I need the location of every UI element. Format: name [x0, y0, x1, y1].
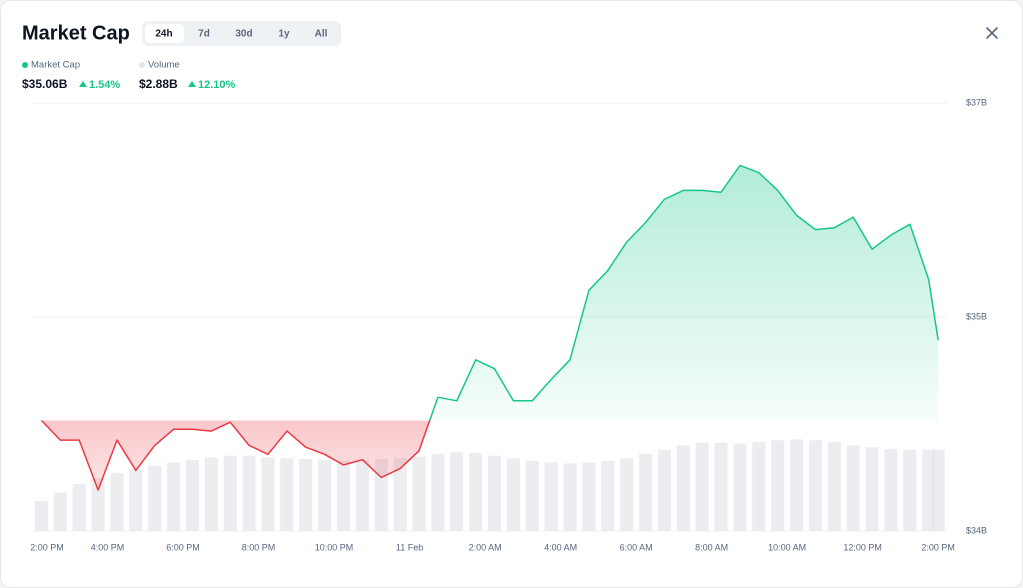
- volume-bar: [223, 455, 237, 531]
- plot: $34B $35B $37B 2:00 PM 4:00 PM 6:00 PM 8:00 PM…: [30, 97, 987, 552]
- volume-bar: [261, 457, 275, 531]
- volume-bar: [790, 439, 804, 531]
- volume-bar: [129, 469, 143, 531]
- volume-bar: [431, 453, 445, 531]
- x-tick-label: 10:00 AM: [768, 542, 806, 552]
- tab[interactable]: 30d: [235, 29, 252, 40]
- volume-bar: [469, 453, 483, 531]
- y-tick-label: $34B: [966, 525, 987, 535]
- volume-bar: [865, 447, 879, 531]
- x-tick-label: 2:00 AM: [469, 542, 502, 552]
- volume-bar: [355, 459, 369, 531]
- x-tick-label: 2:00 PM: [921, 542, 955, 552]
- volume-bar: [336, 460, 351, 531]
- tab[interactable]: 7d: [198, 29, 210, 40]
- volume-bar: [903, 449, 917, 531]
- volume-bar: [827, 441, 841, 531]
- x-tick-label: 6:00 AM: [620, 542, 653, 552]
- volume-bar: [506, 458, 520, 531]
- close-icon[interactable]: [986, 27, 998, 39]
- price-area: [41, 165, 939, 490]
- y-tick-label: $35B: [966, 311, 987, 321]
- x-tick-label: 12:00 PM: [843, 542, 882, 552]
- volume-bar: [393, 458, 407, 531]
- title: Market Cap: [22, 22, 130, 44]
- volume-bar: [280, 458, 294, 531]
- volume-bar: [752, 441, 766, 531]
- volume-bar: [657, 449, 671, 531]
- volume-bar: [450, 452, 464, 531]
- tab[interactable]: 1y: [278, 29, 290, 40]
- volume-bar: [91, 477, 105, 531]
- legend: Market Cap $35.06B 1.54% Volume $2.88B 1…: [22, 60, 236, 91]
- volume-bar: [884, 448, 898, 531]
- legend-label: Market Cap: [31, 60, 80, 71]
- x-tick-label: 6:00 PM: [166, 542, 200, 552]
- volume-bar: [563, 463, 577, 531]
- x-tick-label: 8:00 PM: [242, 542, 276, 552]
- volume-bar: [733, 443, 747, 531]
- volume-bar: [318, 459, 332, 531]
- tab[interactable]: All: [315, 29, 328, 40]
- legend-dot: [22, 62, 28, 68]
- volume-bar: [167, 462, 181, 531]
- x-tick-label: 11 Feb: [396, 542, 423, 552]
- volume-bar: [299, 459, 313, 531]
- x-tick-label: 2:00 PM: [30, 542, 64, 552]
- volume-bar: [676, 445, 690, 531]
- active-tab-background: [145, 24, 184, 43]
- volume-bar: [846, 445, 860, 531]
- volume-bar: [148, 465, 162, 531]
- volume-bar: [808, 440, 823, 531]
- stat-change: 12.10%: [198, 79, 236, 91]
- x-tick-label: 4:00 AM: [544, 542, 577, 552]
- close-button[interactable]: [986, 27, 998, 39]
- volume-bar: [620, 458, 634, 531]
- x-tick-label: 4:00 PM: [91, 542, 125, 552]
- volume-bar: [582, 462, 596, 531]
- volume-bar: [639, 453, 653, 531]
- volume-bar: [601, 460, 615, 531]
- stat-value: $2.88B: [139, 77, 178, 91]
- volume-bar: [374, 459, 388, 531]
- legend-label: Volume: [148, 60, 180, 71]
- volume-bar: [204, 457, 218, 531]
- tabs-background: [142, 21, 341, 46]
- tab[interactable]: 24h: [155, 29, 172, 40]
- stat-change: 1.54%: [89, 79, 120, 91]
- up-arrow: [79, 81, 87, 87]
- price-line: [40, 164, 939, 491]
- volume-bar: [72, 483, 86, 531]
- x-tick-label: 10:00 PM: [315, 542, 354, 552]
- legend-dot: [139, 62, 145, 68]
- volume-bar: [695, 442, 709, 531]
- volume-bar: [110, 472, 124, 531]
- volume-bar: [714, 442, 728, 531]
- x-tick-label: 8:00 AM: [695, 542, 728, 552]
- volume-bar: [525, 460, 539, 531]
- volume-bar: [412, 456, 426, 531]
- volume-bar: [771, 440, 785, 531]
- volume-bar: [242, 455, 256, 531]
- up-arrow: [188, 81, 196, 87]
- volume-bar: [53, 492, 67, 531]
- volume-bar: [185, 459, 200, 531]
- volume-bar: [544, 462, 558, 531]
- y-tick-label: $37B: [966, 97, 987, 107]
- stat-value: $35.06B: [22, 77, 68, 91]
- range-tabs: 24h 7d 30d 1y All: [142, 21, 341, 46]
- volume-bar: [34, 501, 48, 531]
- volume-bar: [931, 449, 945, 531]
- volume-bar: [487, 455, 502, 531]
